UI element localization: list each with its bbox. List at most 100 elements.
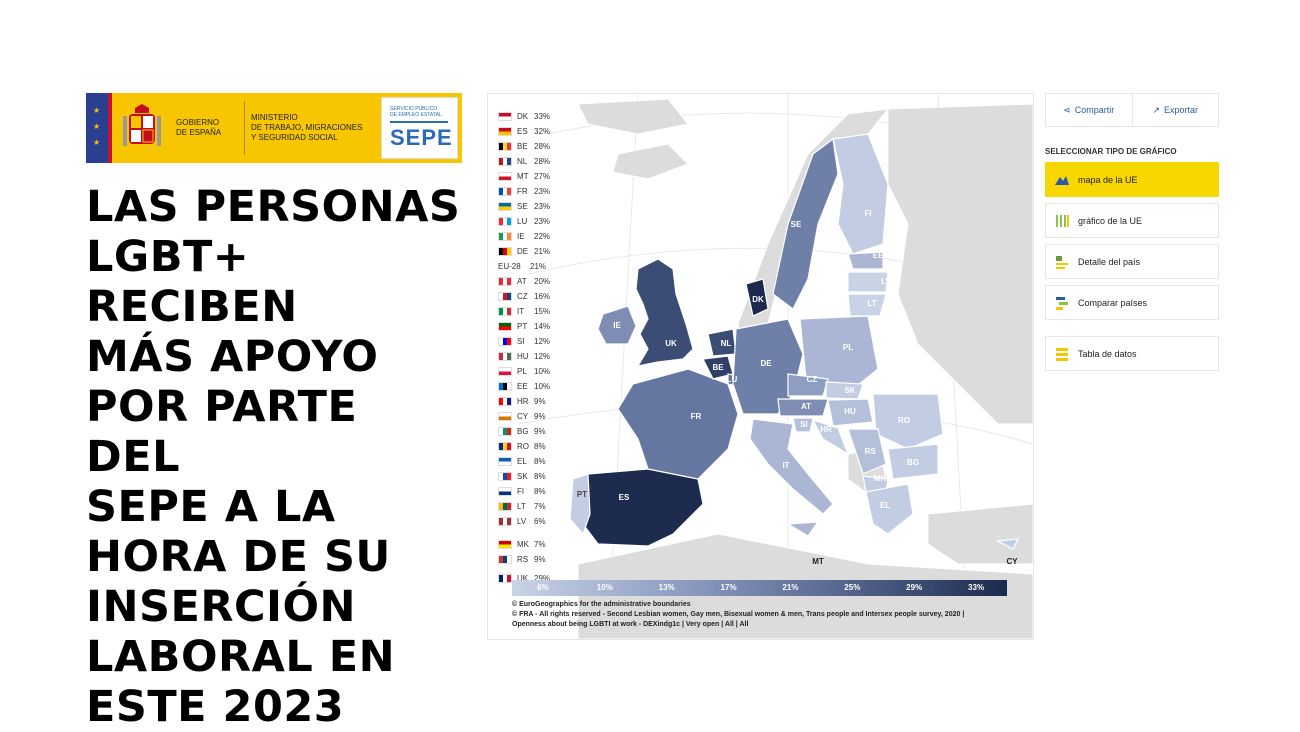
- legend-row-ie: IE 22%: [498, 229, 558, 244]
- headline: LAS PERSONAS LGBT+ RECIBEN MÁS APOYO POR…: [86, 182, 461, 732]
- country-cz: [787, 373, 829, 397]
- turkey-region: [927, 503, 1033, 565]
- share-label: Compartir: [1074, 105, 1115, 115]
- flag-cy-icon: [498, 412, 512, 421]
- ministerio-text: MINISTERIO DE TRABAJO, MIGRACIONES Y SEG…: [251, 113, 363, 142]
- flag-mk-icon: [498, 540, 512, 549]
- legend-code: MT: [517, 172, 529, 181]
- map-label-de: DE: [760, 359, 772, 368]
- legend-code: EU-28: [498, 262, 521, 271]
- legend-row-lv: LV 6%: [498, 514, 558, 529]
- legend-row-lu: LU 23%: [498, 214, 558, 229]
- legend-code: LU: [517, 217, 528, 226]
- map-label-lv: LV: [881, 277, 891, 286]
- legend-code: CY: [517, 412, 529, 421]
- legend-code: PT: [517, 322, 528, 331]
- legend-value: 27%: [534, 172, 551, 181]
- legend-row-bg: BG 9%: [498, 424, 558, 439]
- flag-se-icon: [498, 202, 512, 211]
- sepe-wordmark: SEPE: [390, 120, 452, 151]
- color-scale-tick: 6%: [537, 583, 549, 592]
- map-label-dk: DK: [752, 295, 764, 304]
- chart-type-option[interactable]: Comparar países: [1045, 285, 1219, 320]
- map-label-es: ES: [619, 493, 630, 502]
- sepe-logo: SERVICIO PÚBLICO DE EMPLEO ESTATAL SEPE: [381, 97, 458, 159]
- map-label-nl: NL: [721, 339, 732, 348]
- legend-value: 9%: [534, 555, 546, 564]
- map-label-ie: IE: [613, 321, 621, 330]
- government-banner: ★ ★ ★ GOBIERNO DE ESPAÑA MINISTERIO DE TRA…: [86, 93, 462, 163]
- flag-lt-icon: [498, 502, 512, 511]
- legend-code: PL: [517, 367, 527, 376]
- map-label-fr: FR: [691, 412, 702, 421]
- legend-row-cy: CY 9%: [498, 409, 558, 424]
- legend-value: 7%: [534, 540, 546, 549]
- export-icon: ↗: [1152, 104, 1161, 115]
- legend-row-fi: FI 8%: [498, 484, 558, 499]
- legend-row-dk: DK 33%: [498, 109, 558, 124]
- flag-nl-icon: [498, 157, 512, 166]
- compare-icon: [1054, 295, 1070, 311]
- legend-code: LT: [517, 502, 526, 511]
- legend-value: 12%: [534, 352, 551, 361]
- flag-ee-icon: [498, 382, 512, 391]
- map-icon: [1054, 172, 1070, 188]
- legend-value: 23%: [534, 202, 551, 211]
- legend-code: LV: [517, 517, 527, 526]
- flag-at-icon: [498, 277, 512, 286]
- data-table-button[interactable]: Tabla de datos: [1045, 336, 1219, 371]
- legend-value: 28%: [534, 142, 551, 151]
- country-si: [792, 417, 814, 433]
- legend-code: EL: [517, 457, 527, 466]
- legend-value: 8%: [534, 457, 546, 466]
- legend-row-sk: SK 8%: [498, 469, 558, 484]
- color-scale-tick: 25%: [844, 583, 861, 592]
- flag-hr-icon: [498, 397, 512, 406]
- legend-value: 14%: [534, 322, 551, 331]
- iceland-region: [612, 143, 689, 180]
- legend-row-si: SI 12%: [498, 334, 558, 349]
- legend-row-ee: EE 10%: [498, 379, 558, 394]
- chart-type-option[interactable]: gráfico de la UE: [1045, 203, 1219, 238]
- legend-value: 8%: [534, 487, 546, 496]
- flag-ro-icon: [498, 442, 512, 451]
- flag-dk-icon: [498, 112, 512, 121]
- legend-code: SI: [517, 337, 525, 346]
- chart-type-option[interactable]: Detalle del país: [1045, 244, 1219, 279]
- chart-type-label: gráfico de la UE: [1078, 215, 1143, 226]
- sepe-subtitle: SERVICIO PÚBLICO DE EMPLEO ESTATAL: [390, 105, 442, 118]
- legend-row-hr: HR 9%: [498, 394, 558, 409]
- map-panel: UK IE ES PT FR BE NL LU DE DK SE FI EE L…: [487, 93, 1034, 640]
- color-scale-tick: 13%: [658, 583, 675, 592]
- color-scale-tick: 29%: [906, 583, 923, 592]
- map-label-cz: CZ: [807, 375, 818, 384]
- bar-chart-icon: [1054, 213, 1070, 229]
- export-button[interactable]: ↗ Exportar: [1131, 94, 1219, 126]
- legend-value: 33%: [534, 112, 551, 121]
- map-label-pl: PL: [843, 343, 853, 352]
- legend-value: 29%: [534, 574, 551, 583]
- chart-type-option[interactable]: mapa de la UE: [1045, 162, 1219, 197]
- flag-fr-icon: [498, 187, 512, 196]
- flag-it-icon: [498, 307, 512, 316]
- flag-rs-icon: [498, 555, 512, 564]
- share-button[interactable]: ⋖ Compartir: [1046, 94, 1132, 126]
- legend-value: 7%: [534, 502, 546, 511]
- map-label-rs: RS: [864, 447, 876, 456]
- legend-value: 15%: [534, 307, 551, 316]
- table-icon: [1054, 346, 1070, 362]
- legend-code: DE: [517, 247, 529, 256]
- legend-row-se: SE 23%: [498, 199, 558, 214]
- country-hu: [827, 398, 874, 427]
- flag-pl-icon: [498, 367, 512, 376]
- europe-map[interactable]: UK IE ES PT FR BE NL LU DE DK SE FI EE L…: [488, 94, 1033, 639]
- legend-value: 8%: [534, 472, 546, 481]
- legend-value: 6%: [534, 517, 546, 526]
- flag-lv-icon: [498, 517, 512, 526]
- red-stripe: [108, 93, 112, 163]
- norway-greenland: [577, 98, 689, 135]
- country-bg: [887, 443, 939, 480]
- flag-fi-icon: [498, 487, 512, 496]
- color-scale-tick: 21%: [782, 583, 799, 592]
- share-export-bar: ⋖ Compartir ↗ Exportar: [1045, 93, 1219, 127]
